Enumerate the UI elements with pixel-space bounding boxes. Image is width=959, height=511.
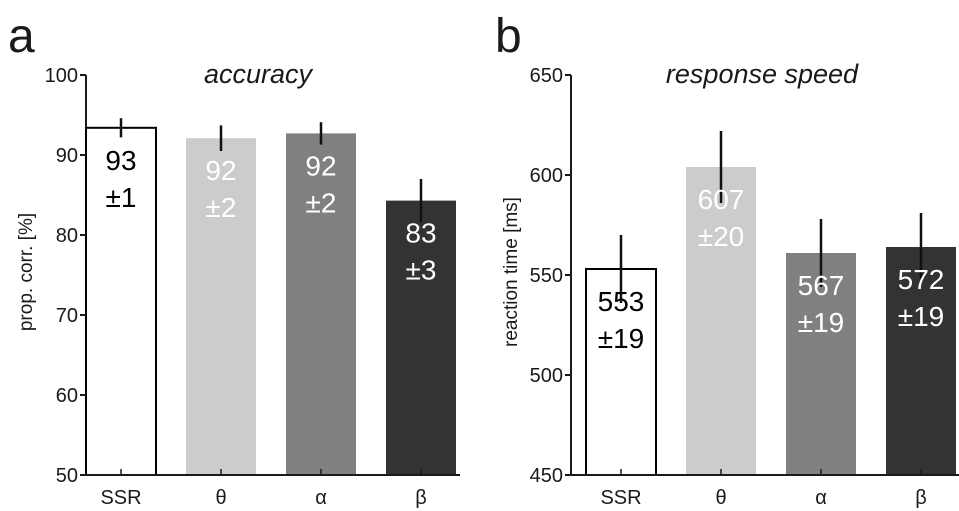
error-label-accuracy-alpha: ±2 — [306, 187, 337, 218]
x-tick-label-beta: β — [415, 487, 427, 509]
x-ticks-accuracy: SSR θ α β — [86, 469, 460, 509]
y-tick-label-80: 80 — [56, 225, 78, 247]
value-label-response-speed-beta: 572 — [898, 264, 945, 295]
value-label-accuracy-beta: 83 — [405, 218, 436, 249]
y-tick-label-100: 100 — [45, 65, 78, 87]
y-tick-label-600: 600 — [530, 165, 563, 187]
error-label-response-speed-theta: ±20 — [698, 221, 745, 252]
y-axis-label-accuracy: prop. corr. [%] — [16, 213, 37, 331]
y-tick-label-500: 500 — [530, 365, 563, 387]
panel-letter-b: b — [495, 10, 522, 63]
x-tick-label-SSR: SSR — [100, 487, 141, 509]
y-tick-label-650: 650 — [530, 65, 563, 87]
panel-accuracy: a accuracy prop. corr. [%] 93 ±1 92 ±2 92 ±2 8… — [8, 10, 460, 509]
error-label-response-speed-SSR: ±19 — [598, 323, 645, 354]
value-label-accuracy-SSR: 93 — [105, 145, 136, 176]
value-label-response-speed-alpha: 567 — [798, 270, 845, 301]
y-tick-label-50: 50 — [56, 465, 78, 487]
chart-title-response-speed: response speed — [666, 59, 859, 89]
bars-response-speed: 553 ±19 607 ±20 567 ±19 572 ±19 — [585, 131, 956, 476]
bar-accuracy-SSR — [85, 126, 157, 477]
bar-accuracy-alpha — [286, 133, 356, 475]
y-tick-label-550: 550 — [530, 265, 563, 287]
y-ticks-accuracy: 50 60 70 80 90 100 — [45, 65, 86, 487]
bar-response-speed-beta — [886, 247, 956, 475]
bar-accuracy-beta — [386, 200, 456, 475]
value-label-accuracy-alpha: 92 — [305, 150, 336, 181]
y-tick-label-70: 70 — [56, 305, 78, 327]
chart-title-accuracy: accuracy — [204, 59, 314, 89]
value-label-response-speed-theta: 607 — [698, 184, 745, 215]
y-axis-label-response-speed: reaction time [ms] — [501, 197, 522, 347]
panel-letter-a: a — [8, 10, 35, 63]
x-tick-label-beta: β — [915, 487, 927, 509]
y-tick-label-60: 60 — [56, 385, 78, 407]
error-label-response-speed-alpha: ±19 — [798, 307, 845, 338]
x-tick-label-theta: θ — [715, 487, 726, 509]
value-label-response-speed-SSR: 553 — [598, 286, 645, 317]
error-label-accuracy-SSR: ±1 — [106, 182, 137, 213]
error-label-accuracy-theta: ±2 — [206, 192, 237, 223]
bar-response-speed-theta — [686, 167, 756, 475]
value-label-accuracy-theta: 92 — [205, 155, 236, 186]
x-tick-label-SSR: SSR — [600, 487, 641, 509]
y-ticks-response-speed: 450 500 550 600 650 — [530, 65, 571, 487]
x-tick-label-theta: θ — [215, 487, 226, 509]
bar-response-speed-SSR — [585, 268, 657, 476]
y-tick-label-90: 90 — [56, 145, 78, 167]
bars-accuracy: 93 ±1 92 ±2 92 ±2 83 ±3 — [85, 118, 456, 477]
bar-response-speed-alpha — [786, 253, 856, 475]
bar-accuracy-theta — [186, 138, 256, 475]
x-ticks-response-speed: SSR θ α β — [571, 469, 959, 509]
x-tick-label-alpha: α — [315, 487, 327, 509]
y-tick-label-450: 450 — [530, 465, 563, 487]
error-label-response-speed-beta: ±19 — [898, 301, 945, 332]
x-tick-label-alpha: α — [815, 487, 827, 509]
error-label-accuracy-beta: ±3 — [406, 255, 437, 286]
panel-response-speed: b response speed reaction time [ms] 553 ±… — [495, 10, 959, 509]
